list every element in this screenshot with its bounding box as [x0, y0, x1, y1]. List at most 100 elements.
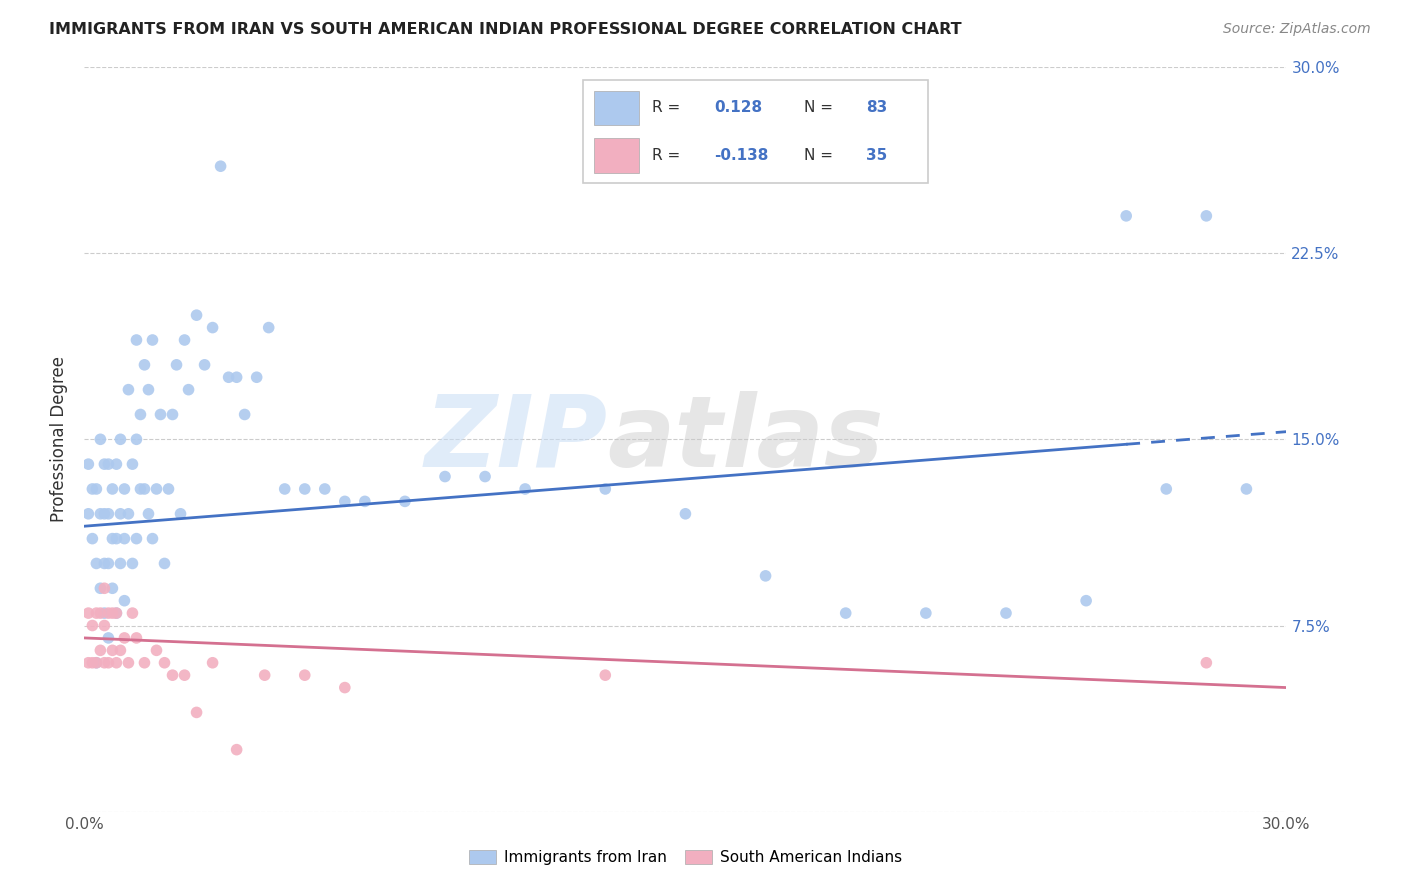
- Point: [105, 532, 128, 546]
- Point: [101, 606, 124, 620]
- Point: [173, 668, 195, 682]
- Point: [89, 507, 111, 521]
- Text: 35: 35: [866, 148, 887, 162]
- Point: [314, 482, 336, 496]
- Point: [141, 333, 163, 347]
- Point: [134, 358, 156, 372]
- Point: [134, 656, 156, 670]
- Point: [394, 494, 416, 508]
- Point: [1195, 209, 1218, 223]
- Point: [101, 482, 124, 496]
- Point: [134, 482, 156, 496]
- Point: [138, 383, 160, 397]
- Point: [1195, 656, 1218, 670]
- Point: [77, 457, 100, 471]
- Point: [294, 482, 316, 496]
- Point: [169, 507, 191, 521]
- Text: atlas: atlas: [607, 391, 884, 488]
- Point: [114, 631, 135, 645]
- Point: [77, 656, 100, 670]
- Point: [138, 507, 160, 521]
- Point: [93, 618, 115, 632]
- Point: [121, 557, 143, 571]
- Point: [82, 482, 104, 496]
- Text: N =: N =: [804, 148, 838, 162]
- Point: [209, 159, 232, 173]
- Point: [257, 320, 280, 334]
- Text: -0.138: -0.138: [714, 148, 769, 162]
- Point: [194, 358, 217, 372]
- Point: [97, 656, 120, 670]
- Point: [86, 656, 108, 670]
- Point: [595, 668, 617, 682]
- Point: [1234, 482, 1257, 496]
- Point: [93, 606, 115, 620]
- Point: [1156, 482, 1178, 496]
- Point: [101, 532, 124, 546]
- Text: R =: R =: [652, 101, 686, 115]
- Text: IMMIGRANTS FROM IRAN VS SOUTH AMERICAN INDIAN PROFESSIONAL DEGREE CORRELATION CH: IMMIGRANTS FROM IRAN VS SOUTH AMERICAN I…: [49, 22, 962, 37]
- Point: [86, 606, 108, 620]
- Point: [162, 668, 184, 682]
- Point: [110, 433, 132, 447]
- Point: [86, 656, 108, 670]
- Point: [835, 606, 858, 620]
- Point: [186, 308, 208, 322]
- Point: [93, 457, 115, 471]
- FancyBboxPatch shape: [583, 80, 928, 183]
- Point: [82, 618, 104, 632]
- Point: [101, 582, 124, 596]
- Point: [218, 370, 240, 384]
- Text: R =: R =: [652, 148, 686, 162]
- Point: [915, 606, 938, 620]
- Point: [434, 469, 457, 483]
- Text: Source: ZipAtlas.com: Source: ZipAtlas.com: [1223, 22, 1371, 37]
- Point: [105, 656, 128, 670]
- Point: [125, 532, 148, 546]
- Point: [129, 482, 152, 496]
- Point: [1115, 209, 1137, 223]
- Point: [125, 333, 148, 347]
- Point: [105, 606, 128, 620]
- Point: [153, 656, 176, 670]
- Point: [89, 643, 111, 657]
- Point: [233, 408, 256, 422]
- Point: [225, 370, 247, 384]
- Point: [149, 408, 172, 422]
- Point: [82, 656, 104, 670]
- Point: [114, 532, 135, 546]
- Point: [253, 668, 276, 682]
- Point: [333, 681, 356, 695]
- Point: [595, 482, 617, 496]
- Text: 83: 83: [866, 101, 887, 115]
- Point: [97, 606, 120, 620]
- Point: [162, 408, 184, 422]
- Point: [117, 656, 139, 670]
- Point: [114, 482, 135, 496]
- Point: [97, 457, 120, 471]
- Point: [129, 408, 152, 422]
- Point: [515, 482, 537, 496]
- Point: [755, 569, 778, 583]
- Point: [101, 643, 124, 657]
- Point: [93, 507, 115, 521]
- Point: [77, 507, 100, 521]
- Point: [333, 494, 356, 508]
- FancyBboxPatch shape: [593, 91, 638, 126]
- Point: [125, 433, 148, 447]
- Point: [354, 494, 377, 508]
- Point: [166, 358, 188, 372]
- Point: [89, 606, 111, 620]
- Point: [110, 557, 132, 571]
- Point: [121, 457, 143, 471]
- Point: [89, 433, 111, 447]
- Point: [117, 507, 139, 521]
- Point: [93, 557, 115, 571]
- Point: [675, 507, 697, 521]
- Point: [294, 668, 316, 682]
- Text: N =: N =: [804, 101, 838, 115]
- Point: [110, 643, 132, 657]
- Point: [86, 482, 108, 496]
- Point: [125, 631, 148, 645]
- FancyBboxPatch shape: [593, 137, 638, 173]
